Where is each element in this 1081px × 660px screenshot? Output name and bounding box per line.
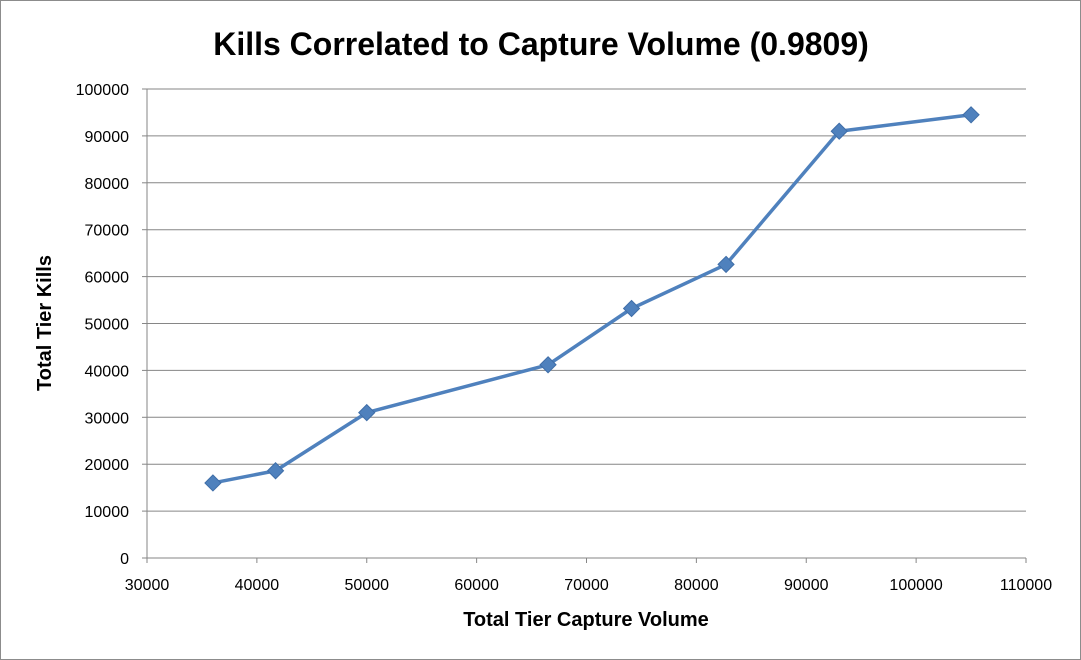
y-tick-label: 100000 (76, 82, 129, 99)
x-tick-label: 70000 (564, 577, 609, 594)
y-tick-label: 90000 (85, 129, 130, 146)
data-point (622, 299, 641, 318)
x-tick-label: 110000 (1000, 577, 1052, 594)
x-tick-label: 40000 (235, 577, 280, 594)
data-point (962, 106, 980, 124)
data-point (830, 122, 848, 140)
x-tick-label: 90000 (784, 577, 829, 594)
y-tick-label: 20000 (85, 457, 130, 474)
y-tick-label: 70000 (85, 223, 130, 240)
data-point (539, 356, 557, 374)
x-tick-label: 100000 (889, 577, 942, 594)
x-tick-label: 50000 (345, 577, 390, 594)
y-tick-label: 60000 (85, 270, 130, 287)
x-tick-label: 30000 (125, 577, 170, 594)
x-axis-title: Total Tier Capture Volume (463, 609, 709, 631)
series-line (212, 113, 972, 485)
x-tick-label: 80000 (674, 577, 719, 594)
series-layer (204, 106, 980, 492)
axis-layer: 0 10000 20000 30000 40000 50000 60000 70000 8000… (76, 82, 1053, 594)
y-tick-label: 80000 (85, 176, 130, 193)
data-point (717, 255, 735, 274)
y-tick-label: 40000 (85, 363, 130, 380)
y-tick-label: 10000 (85, 504, 130, 521)
data-point (266, 462, 285, 480)
chart-title: Kills Correlated to Capture Volume (0.98… (213, 26, 869, 62)
grid-layer (147, 88, 1026, 512)
y-tick-label: 50000 (85, 317, 130, 334)
data-point (204, 474, 222, 492)
data-point (358, 403, 376, 422)
y-axis-title: Total Tier Kills (34, 255, 56, 391)
y-tick-label: 0 (120, 551, 129, 568)
x-tick-label: 60000 (454, 577, 499, 594)
y-tick-label: 30000 (85, 410, 130, 427)
